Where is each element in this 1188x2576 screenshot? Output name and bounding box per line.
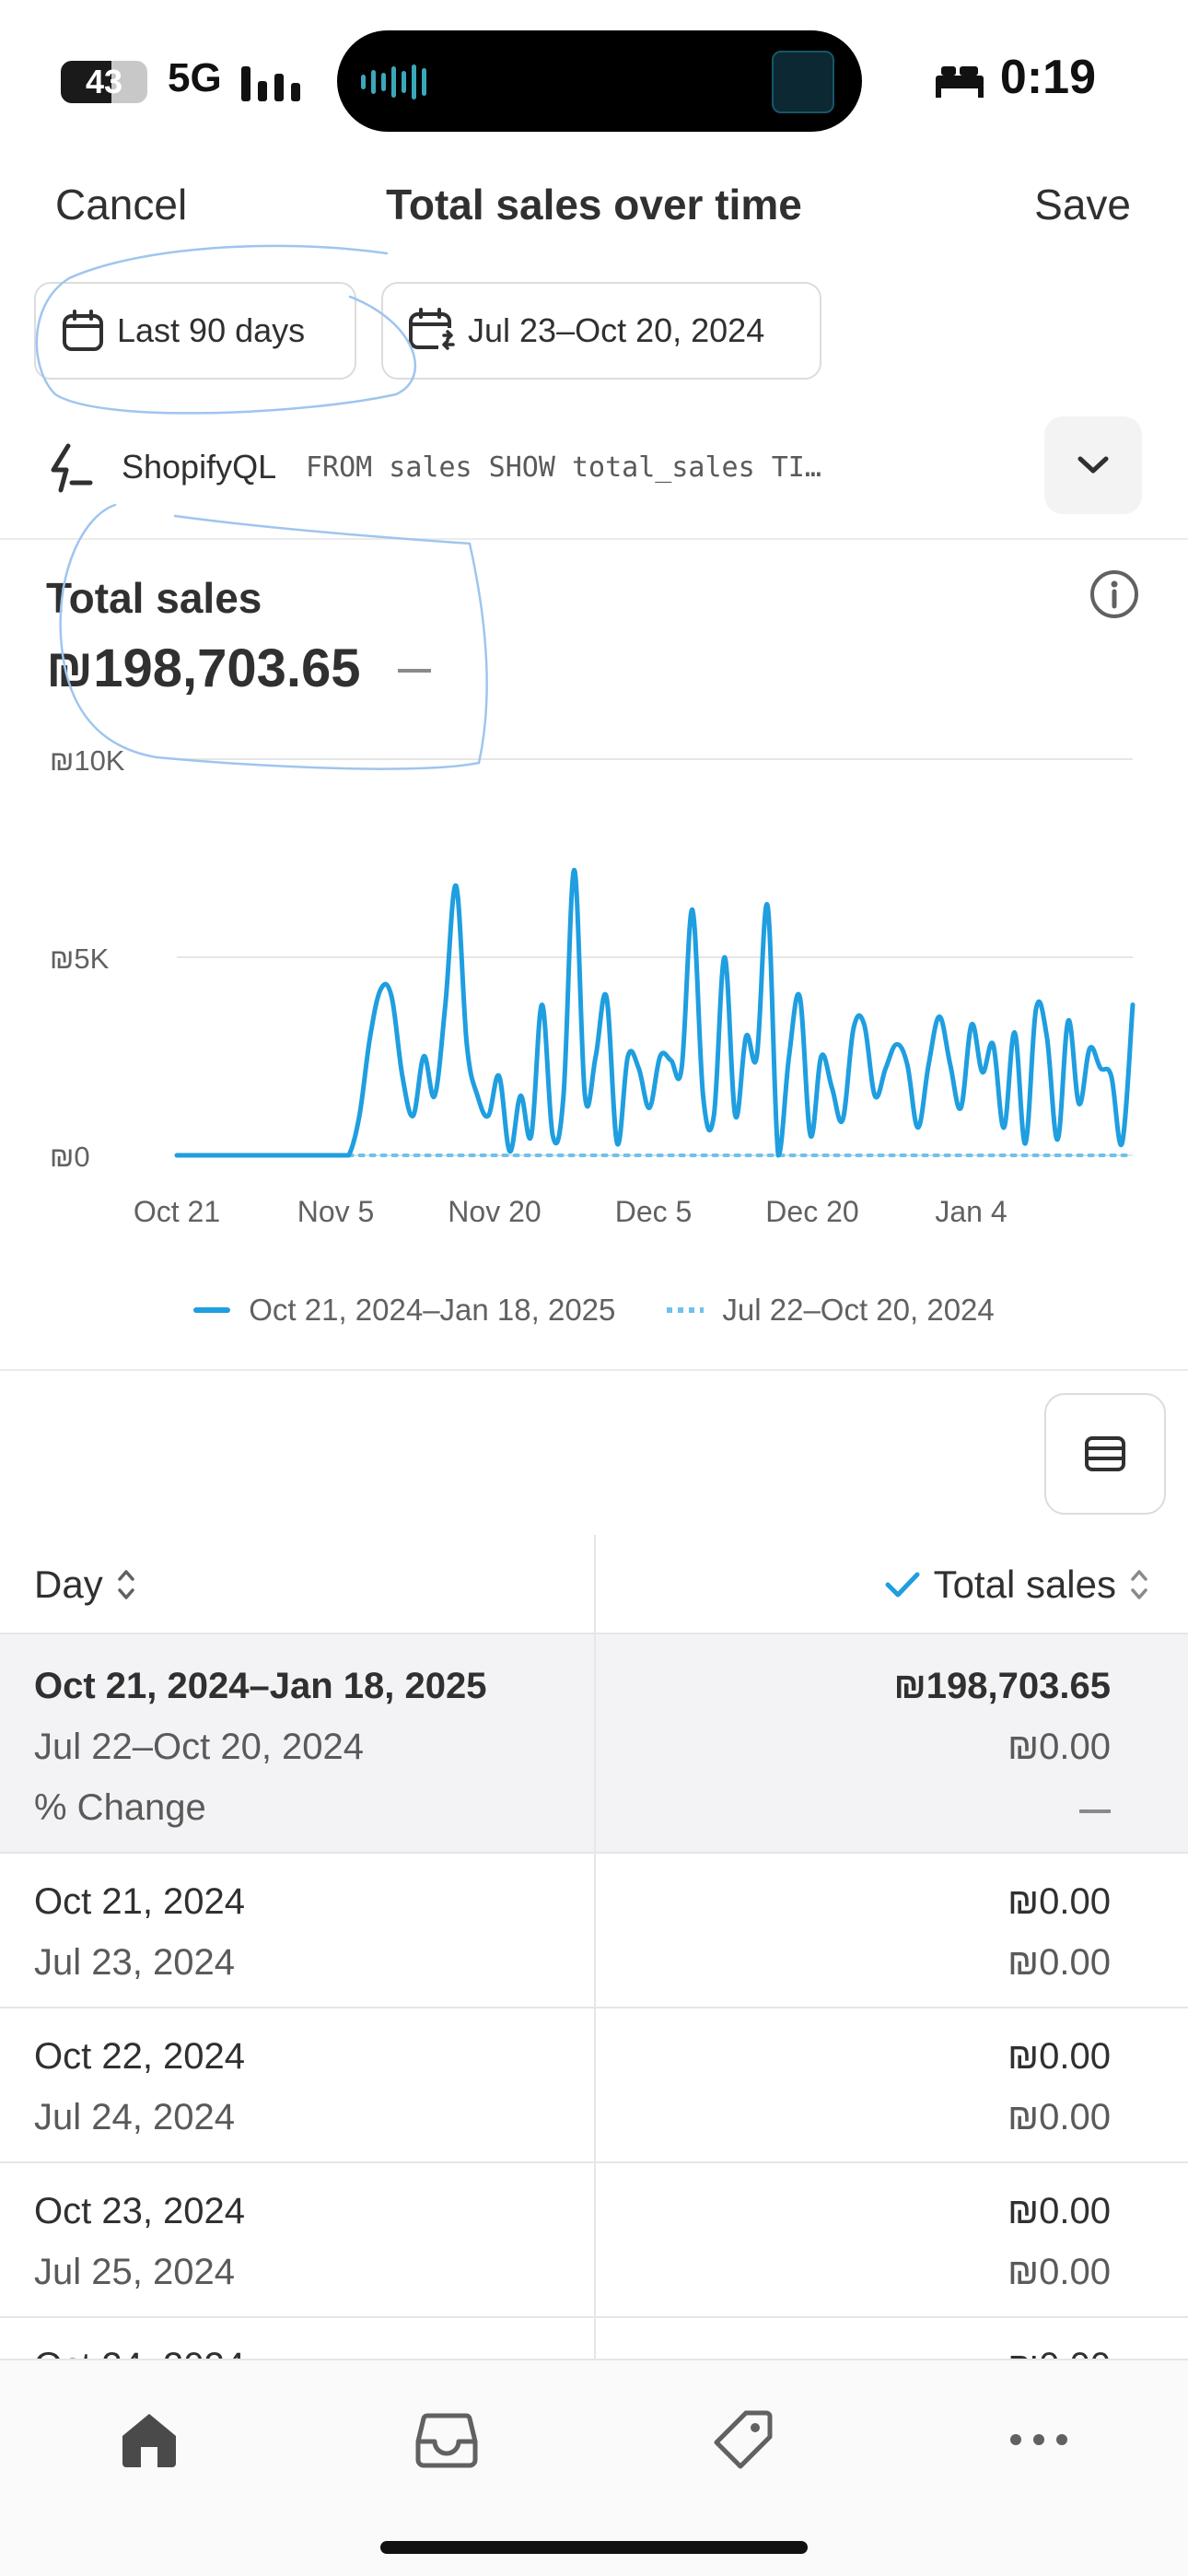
x-tick-label: Nov 20 bbox=[448, 1195, 541, 1228]
table-row[interactable]: Oct 21, 2024 Jul 23, 2024 ₪0.00 ₪0.00 bbox=[0, 1854, 1188, 2008]
expand-query-button[interactable] bbox=[1044, 416, 1142, 514]
home-indicator bbox=[380, 2541, 808, 2554]
comparison-period-button[interactable]: Jul 23–Oct 20, 2024 bbox=[381, 282, 821, 380]
chevron-down-icon bbox=[1077, 456, 1109, 474]
y-tick-label: ₪0 bbox=[50, 1141, 90, 1173]
tab-products[interactable] bbox=[688, 2394, 798, 2486]
products-tag-icon bbox=[714, 2410, 773, 2469]
clock-time: 0:19 bbox=[999, 51, 1096, 104]
sort-icon bbox=[1131, 1570, 1147, 1599]
summary-period: Oct 21, 2024–Jan 18, 2025 bbox=[34, 1666, 487, 1706]
row-prev-date: Jul 23, 2024 bbox=[34, 1942, 235, 1983]
audio-wave-icon bbox=[361, 64, 426, 100]
row-date: Oct 23, 2024 bbox=[34, 2191, 246, 2231]
date-preset-button[interactable]: Last 90 days bbox=[34, 282, 356, 380]
status-bar: 43 5G 0:19 bbox=[0, 0, 1188, 161]
dynamic-island bbox=[337, 30, 862, 132]
column-label-total-sales: Total sales bbox=[933, 1563, 1116, 1606]
column-header-day[interactable]: Day bbox=[34, 1563, 136, 1607]
metric-change-dash bbox=[398, 669, 431, 673]
page-title: Total sales over time bbox=[386, 181, 802, 228]
sleep-bed-icon bbox=[936, 66, 984, 98]
cancel-button[interactable]: Cancel bbox=[55, 181, 188, 228]
row-date: Oct 22, 2024 bbox=[34, 2036, 246, 2077]
table-view-button[interactable] bbox=[1044, 1393, 1166, 1515]
calendar-compare-icon bbox=[409, 308, 455, 350]
tab-orders[interactable] bbox=[391, 2394, 502, 2486]
metric-value: ₪198,703.65 bbox=[46, 638, 361, 698]
table-icon bbox=[1085, 1436, 1125, 1471]
shopifyql-bar: ShopifyQL FROM sales SHOW total_sales TI… bbox=[0, 416, 1188, 514]
row-value: ₪0.00 bbox=[1007, 1881, 1111, 1922]
legend-dotted-swatch bbox=[667, 1307, 705, 1313]
check-icon bbox=[885, 1572, 920, 1598]
orders-inbox-icon bbox=[415, 2413, 478, 2468]
chart-svg: ₪0 ₪5K ₪10K Oct 21 Nov 5 Nov 20 Dec 5 Dec 20 Jan… bbox=[50, 744, 1136, 1228]
x-tick-label: Oct 21 bbox=[134, 1195, 220, 1228]
y-tick-label: ₪10K bbox=[50, 744, 125, 777]
shopifyql-label: ShopifyQL bbox=[122, 448, 277, 486]
x-tick-label: Nov 5 bbox=[297, 1195, 375, 1228]
divider bbox=[0, 1369, 1188, 1371]
lightning-bolt-icon bbox=[51, 443, 93, 493]
sales-line-chart: ₪0 ₪5K ₪10K Oct 21 Nov 5 Nov 20 Dec 5 Dec 20 Jan… bbox=[0, 737, 1188, 1364]
summary-value: ₪198,703.65 bbox=[893, 1666, 1111, 1706]
summary-change-dash bbox=[1079, 1809, 1111, 1813]
top-header: Total sales over time Cancel Save bbox=[0, 180, 1188, 244]
sort-icon bbox=[117, 1570, 134, 1599]
column-label-day: Day bbox=[34, 1563, 103, 1606]
row-prev-value: ₪0.00 bbox=[1007, 2252, 1111, 2292]
row-value: ₪0.00 bbox=[1007, 2191, 1111, 2231]
x-tick-label: Dec 5 bbox=[615, 1195, 693, 1228]
row-prev-value: ₪0.00 bbox=[1007, 1942, 1111, 1983]
legend-label-current: Oct 21, 2024–Jan 18, 2025 bbox=[249, 1293, 616, 1327]
signal-icon bbox=[241, 61, 300, 101]
metric-title: Total sales bbox=[46, 574, 262, 622]
data-table: Day Total sales Oct 21, 2024–Jan 18, 202… bbox=[0, 1535, 1188, 2473]
summary-row[interactable]: Oct 21, 2024–Jan 18, 2025 Jul 22–Oct 20,… bbox=[0, 1634, 1188, 1854]
battery-icon: 43 bbox=[61, 61, 147, 103]
legend-item-comparison[interactable]: Jul 22–Oct 20, 2024 bbox=[667, 1293, 995, 1328]
table-row[interactable]: Oct 23, 2024 Jul 25, 2024 ₪0.00 ₪0.00 bbox=[0, 2163, 1188, 2318]
x-tick-label: Jan 4 bbox=[935, 1195, 1007, 1228]
date-preset-label: Last 90 days bbox=[117, 311, 306, 349]
legend-label-comparison: Jul 22–Oct 20, 2024 bbox=[722, 1293, 995, 1327]
summary-prev-value: ₪0.00 bbox=[1007, 1727, 1111, 1767]
home-icon bbox=[122, 2414, 176, 2467]
calendar-icon bbox=[63, 310, 103, 351]
tab-more[interactable] bbox=[984, 2394, 1094, 2486]
series-line-current bbox=[174, 867, 1136, 1158]
x-tick-label: Dec 20 bbox=[765, 1195, 858, 1228]
table-header: Day Total sales bbox=[0, 1535, 1188, 1634]
row-date: Oct 21, 2024 bbox=[34, 1881, 246, 1922]
summary-change-label: % Change bbox=[34, 1787, 206, 1828]
column-header-total-sales[interactable]: Total sales bbox=[884, 1563, 1149, 1607]
legend-item-current[interactable]: Oct 21, 2024–Jan 18, 2025 bbox=[193, 1293, 615, 1328]
bottom-tab-bar bbox=[0, 2359, 1188, 2576]
row-prev-value: ₪0.00 bbox=[1007, 2097, 1111, 2137]
table-row[interactable]: Oct 22, 2024 Jul 24, 2024 ₪0.00 ₪0.00 bbox=[0, 2008, 1188, 2163]
summary-prev-period: Jul 22–Oct 20, 2024 bbox=[34, 1727, 365, 1767]
battery-level: 43 bbox=[85, 63, 123, 100]
info-icon[interactable] bbox=[1089, 568, 1140, 620]
chart-legend: Oct 21, 2024–Jan 18, 2025 Jul 22–Oct 20,… bbox=[0, 1293, 1188, 1328]
more-icon bbox=[1010, 2434, 1067, 2445]
shopifyql-query[interactable]: FROM sales SHOW total_sales TI… bbox=[306, 451, 821, 484]
tab-home[interactable] bbox=[94, 2394, 204, 2486]
legend-solid-swatch bbox=[193, 1307, 231, 1313]
save-button[interactable]: Save bbox=[1034, 181, 1131, 228]
now-playing-thumbnail bbox=[772, 51, 834, 113]
y-tick-label: ₪5K bbox=[50, 943, 110, 975]
row-prev-date: Jul 25, 2024 bbox=[34, 2252, 235, 2292]
row-prev-date: Jul 24, 2024 bbox=[34, 2097, 235, 2137]
divider bbox=[0, 538, 1188, 540]
network-type: 5G bbox=[168, 55, 222, 100]
comparison-period-label: Jul 23–Oct 20, 2024 bbox=[468, 311, 765, 349]
row-value: ₪0.00 bbox=[1007, 2036, 1111, 2077]
